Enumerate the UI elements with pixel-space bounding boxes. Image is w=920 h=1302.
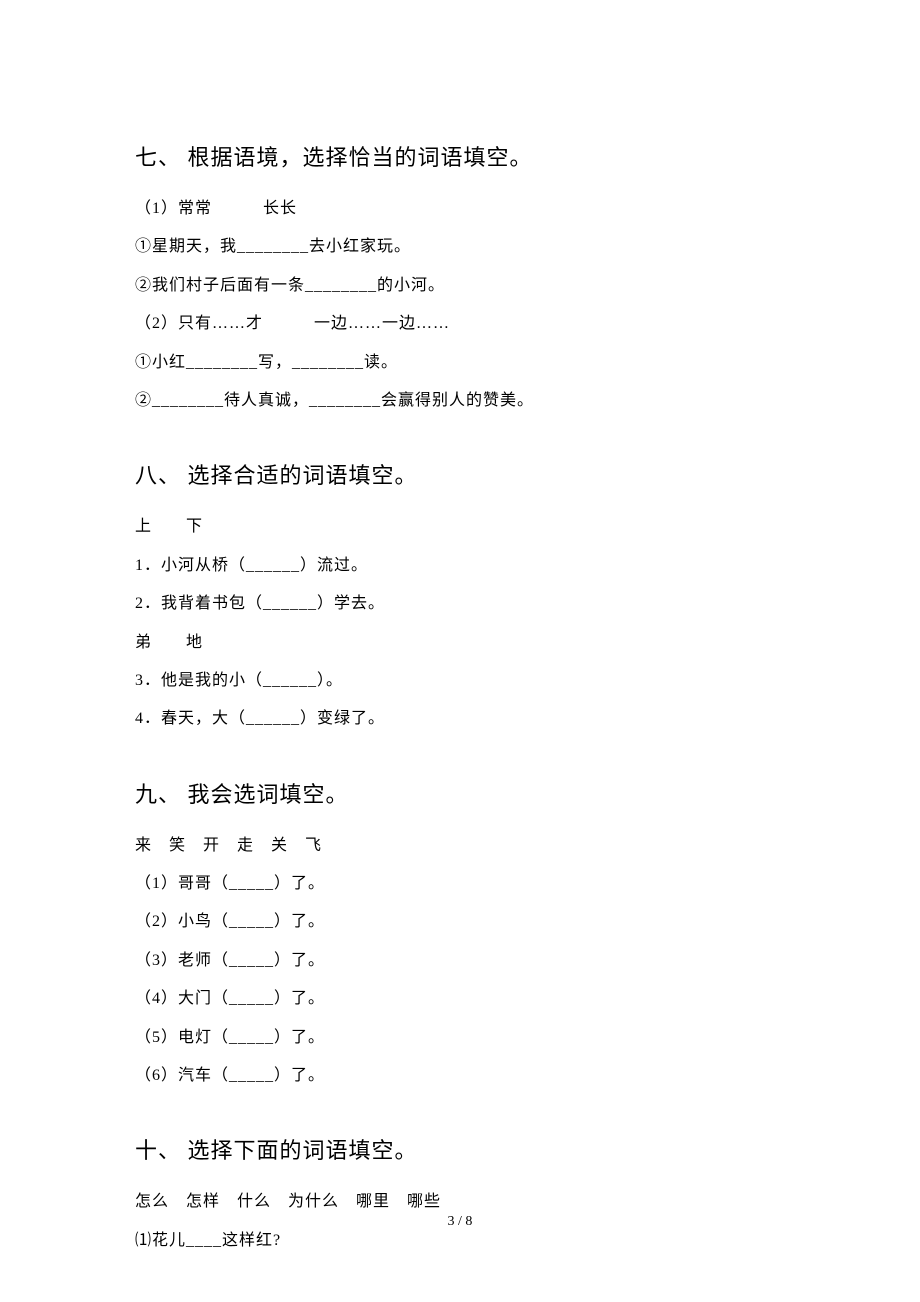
section-9-q5: （5）电灯（_____）了。	[135, 1019, 785, 1057]
section-7-group1-q1: ①星期天，我________去小红家玩。	[135, 228, 785, 266]
section-8-q4: 4．春天，大（______）变绿了。	[135, 700, 785, 738]
section-9-title: 九、 我会选词填空。	[135, 777, 785, 809]
section-7-group2-options: （2）只有……才 一边……一边……	[135, 305, 785, 343]
section-7-title: 七、 根据语境，选择恰当的词语填空。	[135, 140, 785, 172]
section-9: 九、 我会选词填空。 来 笑 开 走 关 飞 （1）哥哥（_____）了。 （2…	[135, 777, 785, 1096]
section-8: 八、 选择合适的词语填空。 上 下 1．小河从桥（______）流过。 2．我背…	[135, 458, 785, 738]
section-8-title: 八、 选择合适的词语填空。	[135, 458, 785, 490]
page-number: 3 / 8	[0, 1214, 920, 1230]
section-8-q3: 3．他是我的小（______）。	[135, 662, 785, 700]
section-8-q2: 2．我背着书包（______）学去。	[135, 585, 785, 623]
section-10-title: 十、 选择下面的词语填空。	[135, 1133, 785, 1165]
section-9-q6: （6）汽车（_____）了。	[135, 1057, 785, 1095]
section-9-q4: （4）大门（_____）了。	[135, 980, 785, 1018]
section-7-group2-q1: ①小红________写，________读。	[135, 344, 785, 382]
section-9-q3: （3）老师（_____）了。	[135, 942, 785, 980]
section-9-q2: （2）小鸟（_____）了。	[135, 903, 785, 941]
section-7-group1-q2: ②我们村子后面有一条________的小河。	[135, 267, 785, 305]
section-7: 七、 根据语境，选择恰当的词语填空。 （1）常常 长长 ①星期天，我______…	[135, 140, 785, 420]
section-8-bank1: 上 下	[135, 508, 785, 546]
section-10: 十、 选择下面的词语填空。 怎么 怎样 什么 为什么 哪里 哪些 ⑴花儿____…	[135, 1133, 785, 1260]
section-9-bank: 来 笑 开 走 关 飞	[135, 827, 785, 865]
section-9-q1: （1）哥哥（_____）了。	[135, 865, 785, 903]
section-8-bank2: 弟 地	[135, 624, 785, 662]
section-8-q1: 1．小河从桥（______）流过。	[135, 547, 785, 585]
section-7-group2-q2: ②________待人真诚，________会赢得别人的赞美。	[135, 382, 785, 420]
section-7-group1-options: （1）常常 长长	[135, 190, 785, 228]
